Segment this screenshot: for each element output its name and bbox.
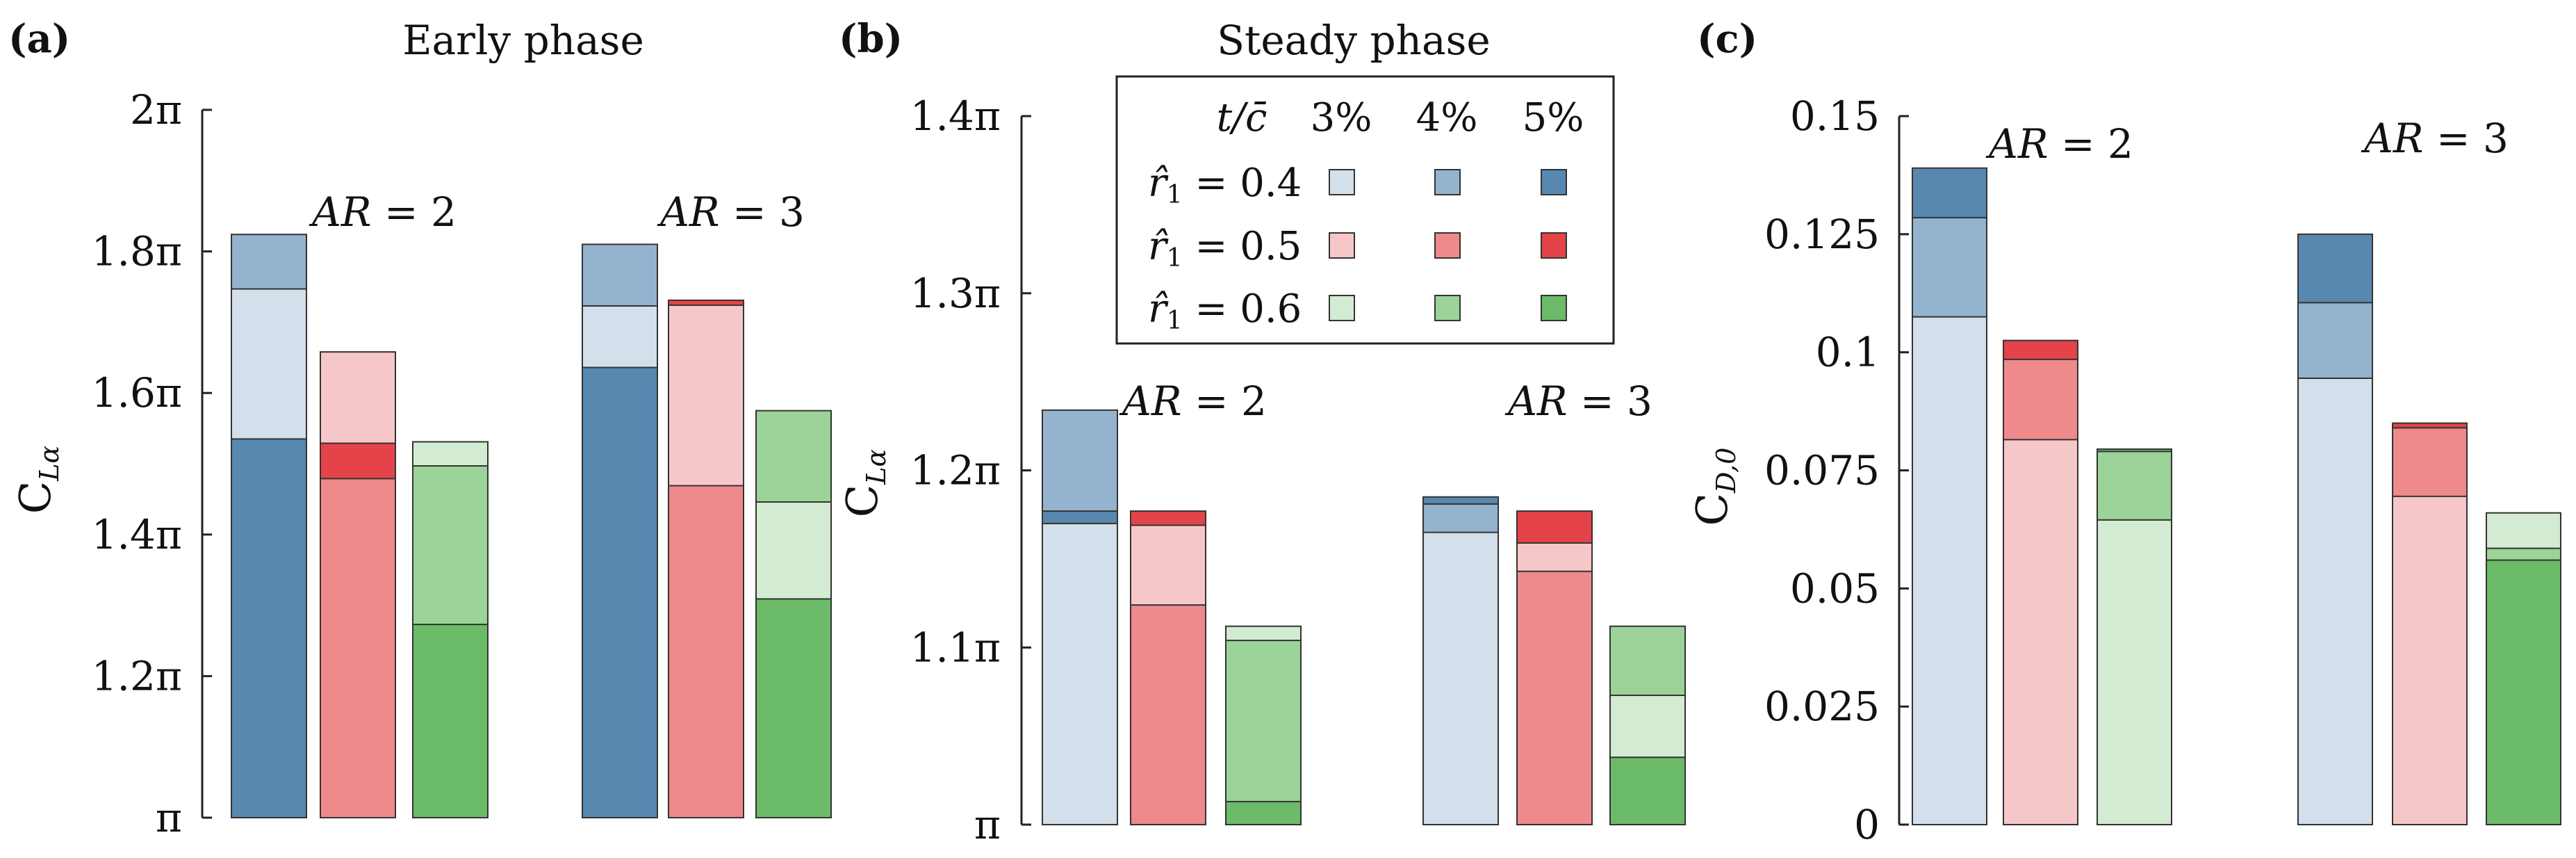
legend-swatch-red-3pct xyxy=(1329,232,1355,259)
y-tick-label: 0.15 xyxy=(1790,92,1880,140)
chart-title: Steady phase xyxy=(1217,17,1490,64)
bar-blue-3pct xyxy=(1042,522,1118,825)
y-tick-label: 0.075 xyxy=(1764,447,1880,494)
panel-a: (a) Early phase CLα π1.2π1.4π1.6π1.8π2π … xyxy=(8,16,832,841)
y-axis-title-main: C xyxy=(10,481,60,514)
group-label-ar3: AR = 3 xyxy=(1504,378,1652,425)
legend-column-3pct: 3% xyxy=(1311,95,1372,140)
y-axis-title-sub: D,0 xyxy=(1711,448,1741,494)
y-axis-title-main: C xyxy=(837,485,887,517)
bar-red-3pct xyxy=(2392,495,2468,825)
y-ticks: π 1.2π 1.4π 1.6π 1.8π 2π xyxy=(92,86,212,841)
y-tick-label: 0.1 xyxy=(1816,329,1880,376)
panel-b: (b) Steady phase CLα π 1.1π 1.2π 1.3π 1.4π A… xyxy=(837,16,1686,848)
y-tick-label: 1.4π xyxy=(92,511,182,558)
bar-green-3pct xyxy=(2097,519,2172,826)
y-tick-label: 1.2π xyxy=(910,447,1001,494)
chart-title: Early phase xyxy=(402,17,644,64)
legend-column-5pct: 5% xyxy=(1523,95,1584,140)
y-tick-label: 0 xyxy=(1854,801,1880,848)
y-axis-title: CD,0 xyxy=(1687,448,1741,526)
y-tick-label: 0.05 xyxy=(1790,565,1880,612)
legend-swatch-blue-3pct xyxy=(1329,169,1355,195)
bar-red-3pct xyxy=(2003,439,2078,825)
panel-label: (b) xyxy=(839,16,903,62)
legend-swatches xyxy=(1329,169,1567,321)
y-axis-title: CLα xyxy=(837,449,892,517)
group-label-ar2: AR = 2 xyxy=(309,188,457,236)
bar-red-4pct xyxy=(320,478,396,818)
y-axis-title: CLα xyxy=(10,446,65,514)
bar-blue-5pct xyxy=(231,438,307,818)
y-tick-label: 1.1π xyxy=(910,624,1001,671)
y-tick-label: 1.4π xyxy=(910,92,1001,140)
y-axis-title-sub: Lα xyxy=(34,446,65,482)
legend-box xyxy=(1115,75,1615,345)
y-tick-label: 1.6π xyxy=(92,369,182,416)
legend-swatch-green-5pct xyxy=(1541,295,1567,321)
bar-green-5pct xyxy=(2486,559,2561,825)
legend: t/c̄ 3% 4% 5% r̂1 = 0.4 r̂1 = 0.5 r̂1 = … xyxy=(1115,75,1615,345)
legend-swatch-blue-5pct xyxy=(1541,169,1567,195)
group-label-ar2: AR = 2 xyxy=(1985,120,2133,168)
y-tick-label: 0.125 xyxy=(1764,211,1880,258)
bars xyxy=(1912,167,2561,826)
panel-c: (c) CD,0 0 0.025 0.05 0.075 0.1 0.125 0.15 AR … xyxy=(1687,16,2561,848)
bar-green-5pct xyxy=(412,624,489,818)
group-label-ar3: AR = 3 xyxy=(657,188,805,236)
panel-label: (a) xyxy=(8,16,70,62)
bar-red-4pct xyxy=(1516,570,1593,826)
legend-row-label: r̂1 = 0.6 xyxy=(1148,286,1302,335)
legend-header: t/c̄ xyxy=(1217,95,1268,140)
y-tick-label: π xyxy=(974,801,1001,848)
bar-green-5pct xyxy=(755,598,832,818)
group-label-ar3: AR = 3 xyxy=(2361,115,2509,162)
bar-green-5pct xyxy=(1609,756,1686,825)
panel-label: (c) xyxy=(1697,16,1757,62)
bar-blue-3pct xyxy=(1912,316,1987,825)
bar-blue-5pct xyxy=(582,366,658,818)
legend-swatch-red-5pct xyxy=(1541,232,1567,259)
y-tick-label: 1.3π xyxy=(910,270,1001,317)
y-tick-label: 1.2π xyxy=(92,652,182,699)
bar-red-4pct xyxy=(668,485,744,818)
y-axis-title-main: C xyxy=(1687,493,1737,526)
y-tick-label: 2π xyxy=(130,86,182,133)
y-tick-label: 1.8π xyxy=(92,228,182,275)
legend-swatch-green-3pct xyxy=(1329,295,1355,321)
bar-blue-3pct xyxy=(2297,378,2373,825)
bar-blue-3pct xyxy=(1422,531,1499,825)
y-tick-label: π xyxy=(156,794,182,841)
legend-swatch-blue-4pct xyxy=(1434,169,1461,195)
y-ticks: π 1.1π 1.2π 1.3π 1.4π xyxy=(910,92,1031,848)
bars xyxy=(231,234,832,819)
legend-column-4pct: 4% xyxy=(1416,95,1478,140)
y-tick-label: 0.025 xyxy=(1764,683,1880,730)
bar-green-5pct xyxy=(1225,800,1302,825)
bars xyxy=(1042,409,1686,826)
legend-swatch-red-4pct xyxy=(1434,232,1461,259)
y-axis-title-sub: Lα xyxy=(861,449,892,485)
legend-row-label: r̂1 = 0.4 xyxy=(1148,161,1302,209)
bar-green-4pct xyxy=(1225,640,1302,825)
legend-row-label: r̂1 = 0.5 xyxy=(1148,224,1302,273)
legend-swatch-green-4pct xyxy=(1434,295,1461,321)
group-label-ar2: AR = 2 xyxy=(1119,378,1267,425)
bar-red-4pct xyxy=(1130,604,1206,825)
y-ticks: 0 0.025 0.05 0.075 0.1 0.125 0.15 xyxy=(1764,92,1909,848)
